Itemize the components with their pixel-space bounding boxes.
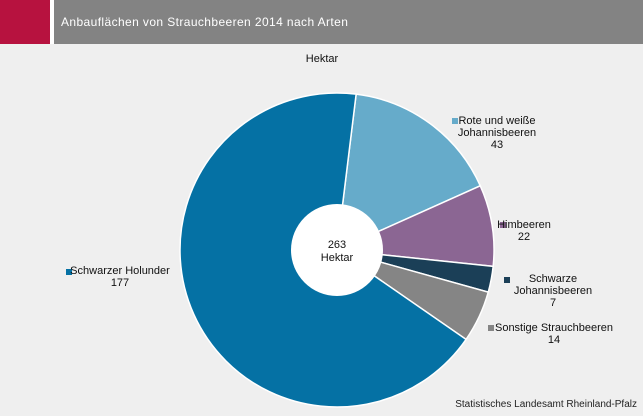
- legend-marker-himbeeren: [500, 222, 506, 228]
- data-label-value-schwarze-johannisbeeren: 7: [550, 297, 556, 309]
- header-bar: Anbauflächen von Strauchbeeren 2014 nach…: [0, 0, 643, 44]
- data-label-text-rote-und-weisse-johannisbeeren: Johannisbeeren: [458, 127, 536, 139]
- chart-subtitle: Hektar: [306, 53, 339, 65]
- source-note: Statistisches Landesamt Rheinland-Pfalz: [455, 399, 637, 410]
- data-label-value-himbeeren: 22: [518, 231, 530, 243]
- chart-title: Anbauflächen von Strauchbeeren 2014 nach…: [61, 15, 349, 29]
- legend-marker-rote-und-weisse-johannisbeeren: [452, 118, 458, 124]
- legend-marker-schwarzer-holunder: [66, 269, 72, 275]
- data-label-value-rote-und-weisse-johannisbeeren: 43: [491, 139, 503, 151]
- data-label-text-schwarzer-holunder: Schwarzer Holunder: [70, 265, 170, 277]
- data-label-text-schwarze-johannisbeeren: Schwarze: [529, 273, 577, 285]
- data-label-text-schwarze-johannisbeeren: Johannisbeeren: [514, 285, 592, 297]
- slice-labels: Rote und weißeJohannisbeeren43Himbeeren2…: [66, 115, 613, 346]
- slice-rote-und-weisse-johannisbeeren: [336, 93, 482, 252]
- data-label-text-sonstige-strauchbeeren: Sonstige Strauchbeeren: [495, 322, 613, 334]
- header-accent: [0, 0, 50, 44]
- center-total-unit: Hektar: [321, 252, 354, 264]
- center-total-value: 263: [328, 239, 346, 251]
- legend-marker-sonstige-strauchbeeren: [488, 325, 494, 331]
- legend-marker-schwarze-johannisbeeren: [504, 277, 510, 283]
- data-label-value-sonstige-strauchbeeren: 14: [548, 334, 560, 346]
- data-label-text-rote-und-weisse-johannisbeeren: Rote und weiße: [458, 115, 535, 127]
- donut-hole: [291, 204, 383, 296]
- header-divider: [50, 0, 54, 44]
- data-label-text-himbeeren: Himbeeren: [497, 219, 551, 231]
- data-label-value-schwarzer-holunder: 177: [111, 277, 129, 289]
